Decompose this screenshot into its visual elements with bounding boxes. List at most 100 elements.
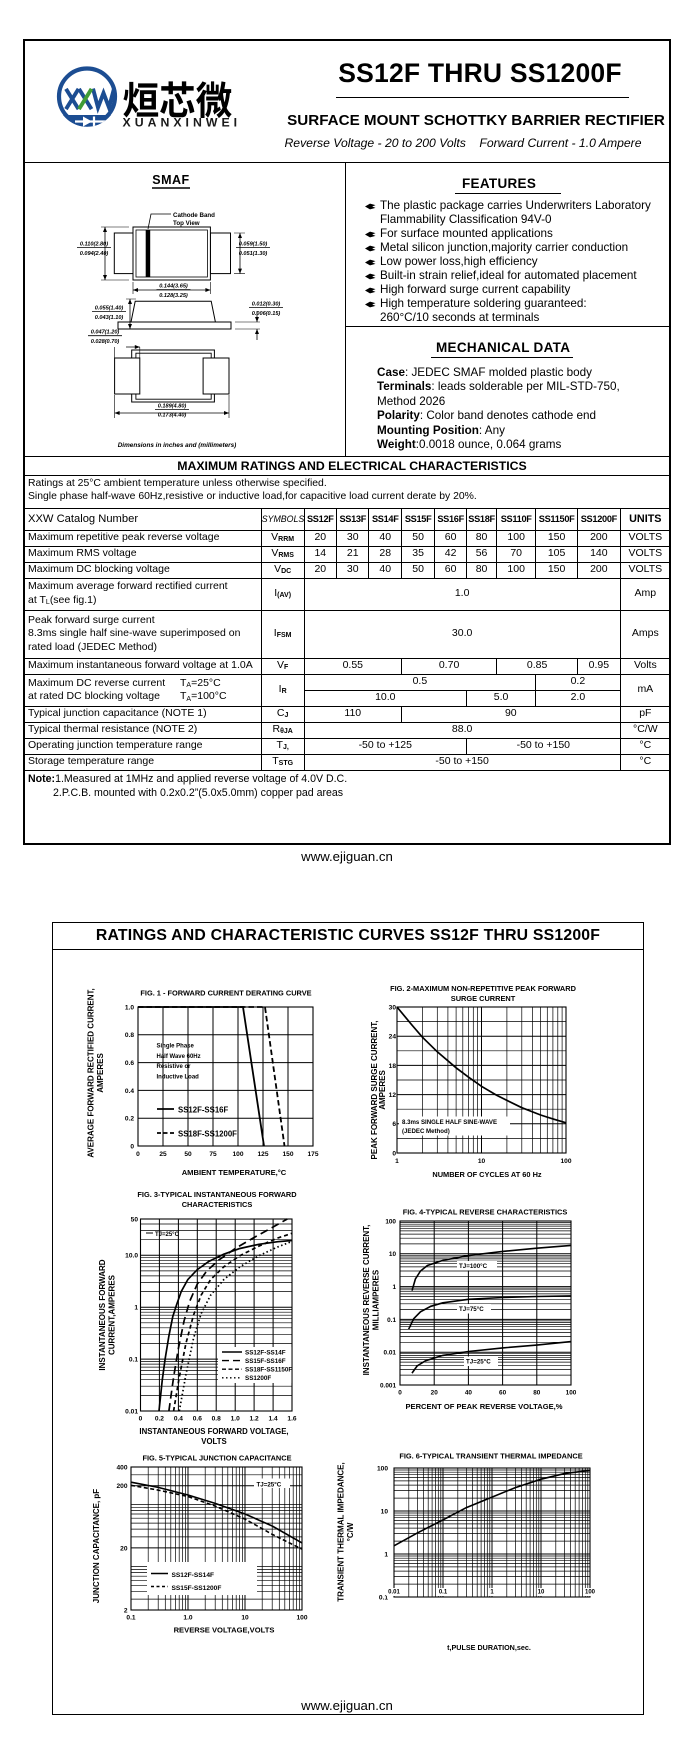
svg-text:1.0: 1.0 (183, 1615, 192, 1622)
svg-text:0.012(0.30): 0.012(0.30) (252, 301, 281, 307)
svg-text:60: 60 (499, 1390, 507, 1397)
svg-text:0.110(2.80): 0.110(2.80) (80, 241, 108, 247)
svg-text:Cathode Band: Cathode Band (173, 212, 215, 219)
svg-text:40: 40 (465, 1390, 473, 1397)
svg-text:100: 100 (296, 1615, 307, 1622)
svg-text:FIG. 2-MAXIMUM NON-REPETITIVE: FIG. 2-MAXIMUM NON-REPETITIVE PEAK FORWA… (390, 984, 577, 993)
svg-text:0.4: 0.4 (125, 1088, 134, 1095)
svg-text:0: 0 (136, 1151, 140, 1158)
svg-text:XUANXINWEI: XUANXINWEI (123, 115, 242, 129)
svg-text:100: 100 (232, 1151, 243, 1158)
svg-text:50: 50 (131, 1216, 139, 1223)
svg-text:0.01: 0.01 (125, 1408, 138, 1415)
svg-text:INSTANTANEOUS REVERSE CURRENT,: INSTANTANEOUS REVERSE CURRENT, (362, 1225, 371, 1376)
svg-text:SS18F-SS1200F: SS18F-SS1200F (178, 1130, 237, 1139)
svg-text:REVERSE VOLTAGE,VOLTS: REVERSE VOLTAGE,VOLTS (174, 1626, 275, 1635)
svg-text:0.189(4.80): 0.189(4.80) (158, 403, 187, 409)
svg-text:AMPERES: AMPERES (378, 1070, 387, 1110)
svg-text:0.006(0.15): 0.006(0.15) (252, 311, 281, 317)
svg-text:1: 1 (490, 1590, 494, 1596)
svg-text:12: 12 (389, 1092, 397, 1099)
svg-text:1.0: 1.0 (231, 1416, 240, 1423)
svg-text:125: 125 (257, 1151, 268, 1158)
svg-text:AMBIENT TEMPERATURE,°C: AMBIENT TEMPERATURE,°C (182, 1168, 287, 1177)
svg-text:JUNCTION CAPACITANCE, pF: JUNCTION CAPACITANCE, pF (92, 1489, 101, 1603)
svg-text:1.2: 1.2 (250, 1416, 259, 1423)
svg-text:CURRENT,AMPERES: CURRENT,AMPERES (108, 1274, 117, 1355)
svg-text:100: 100 (566, 1390, 577, 1397)
svg-text:0.128(3.25): 0.128(3.25) (159, 293, 188, 299)
svg-text:TJ=75°C: TJ=75°C (459, 1306, 484, 1313)
svg-text:INSTANTANEOUS FORWARD VOLTAGE,: INSTANTANEOUS FORWARD VOLTAGE, (139, 1427, 288, 1436)
svg-text:MILLIAMPERES: MILLIAMPERES (372, 1269, 381, 1330)
svg-text:PERCENT OF PEAK REVERSE VOLTAG: PERCENT OF PEAK REVERSE VOLTAGE,% (405, 1402, 562, 1411)
svg-text:TJ=100°C: TJ=100°C (459, 1263, 488, 1270)
svg-text:0.4: 0.4 (174, 1416, 183, 1423)
svg-text:SS15F-SS16F: SS15F-SS16F (245, 1358, 286, 1365)
svg-text:30: 30 (389, 1004, 397, 1011)
svg-text:(JEDEC Method): (JEDEC Method) (402, 1128, 450, 1135)
svg-text:75: 75 (209, 1151, 217, 1158)
svg-text:SS18F-SS1150F: SS18F-SS1150F (245, 1367, 292, 1374)
svg-text:FIG. 1 - FORWARD CURRENT DERAT: FIG. 1 - FORWARD CURRENT DERATING CURVE (140, 989, 311, 998)
svg-text:0.059(1.50): 0.059(1.50) (239, 241, 268, 247)
svg-text:10: 10 (478, 1158, 486, 1165)
svg-text:0.01: 0.01 (384, 1350, 397, 1357)
svg-text:SS1200F: SS1200F (245, 1375, 271, 1382)
svg-text:1: 1 (134, 1305, 138, 1312)
svg-text:1: 1 (384, 1551, 388, 1558)
svg-text:10: 10 (381, 1508, 389, 1515)
svg-text:0.8: 0.8 (125, 1032, 134, 1039)
svg-text:10: 10 (389, 1251, 397, 1258)
svg-text:100: 100 (585, 1590, 596, 1596)
svg-text:0.144(3.65): 0.144(3.65) (159, 283, 188, 289)
svg-text:200: 200 (116, 1483, 127, 1490)
svg-text:Half Wave 60Hz: Half Wave 60Hz (157, 1054, 201, 1060)
svg-text:10: 10 (241, 1615, 249, 1622)
svg-text:TJ=25°C: TJ=25°C (155, 1232, 180, 1238)
svg-text:°C/W: °C/W (346, 1522, 355, 1541)
svg-text:NUMBER OF CYCLES AT 60 Hz: NUMBER OF CYCLES AT 60 Hz (432, 1170, 542, 1179)
svg-text:1.4: 1.4 (269, 1416, 278, 1423)
svg-text:24: 24 (389, 1034, 397, 1041)
svg-text:0.001: 0.001 (380, 1382, 396, 1389)
svg-text:TJ=25°C: TJ=25°C (466, 1359, 491, 1366)
svg-text:100: 100 (560, 1158, 571, 1165)
svg-text:0.8: 0.8 (212, 1416, 221, 1423)
svg-text:0: 0 (392, 1150, 396, 1157)
svg-text:PEAK FORWARD SURGE CURRENT,: PEAK FORWARD SURGE CURRENT, (370, 1021, 379, 1160)
svg-text:1: 1 (395, 1158, 399, 1165)
svg-text:0.6: 0.6 (125, 1060, 134, 1067)
svg-text:0.043(1.10): 0.043(1.10) (95, 315, 124, 321)
svg-text:100: 100 (385, 1218, 396, 1225)
svg-text:20: 20 (431, 1390, 439, 1397)
svg-text:0.1: 0.1 (129, 1357, 138, 1364)
svg-text:10: 10 (538, 1590, 545, 1596)
svg-text:t,PULSE DURATION,sec.: t,PULSE DURATION,sec. (447, 1643, 531, 1652)
svg-text:SMAF: SMAF (152, 173, 189, 187)
svg-text:0.173(4.40): 0.173(4.40) (158, 413, 187, 419)
svg-text:AMPERES: AMPERES (96, 1053, 105, 1093)
svg-text:20: 20 (120, 1545, 128, 1552)
svg-text:25: 25 (159, 1151, 167, 1158)
svg-text:50: 50 (184, 1151, 192, 1158)
svg-text:Single Phase: Single Phase (157, 1044, 195, 1050)
svg-text:AVERAGE FORWARD RECTIFIED CURR: AVERAGE FORWARD RECTIFIED CURRENT, (87, 988, 96, 1158)
svg-text:6: 6 (392, 1121, 396, 1128)
svg-text:SURGE CURRENT: SURGE CURRENT (451, 994, 516, 1003)
svg-text:0.01: 0.01 (388, 1590, 400, 1596)
svg-text:1.0: 1.0 (125, 1004, 134, 1011)
svg-text:SS15F-SS1200F: SS15F-SS1200F (172, 1585, 222, 1592)
svg-text:0.1: 0.1 (379, 1594, 388, 1601)
svg-text:10.0: 10.0 (125, 1253, 138, 1260)
svg-text:18: 18 (389, 1063, 397, 1070)
svg-text:TRANSIENT THERMAL IMPEDANCE,: TRANSIENT THERMAL IMPEDANCE, (337, 1462, 346, 1601)
svg-text:SS12F-SS14F: SS12F-SS14F (172, 1572, 215, 1579)
svg-text:CHARACTERISTICS: CHARACTERISTICS (182, 1200, 253, 1209)
svg-text:100: 100 (377, 1465, 388, 1472)
svg-text:175: 175 (307, 1151, 318, 1158)
svg-text:FIG. 6-TYPICAL TRANSIENT THERM: FIG. 6-TYPICAL TRANSIENT THERMAL IMPEDAN… (399, 1452, 582, 1461)
svg-text:0.2: 0.2 (155, 1416, 164, 1423)
svg-text:Resistive or: Resistive or (157, 1064, 192, 1070)
svg-text:1.6: 1.6 (287, 1416, 296, 1423)
